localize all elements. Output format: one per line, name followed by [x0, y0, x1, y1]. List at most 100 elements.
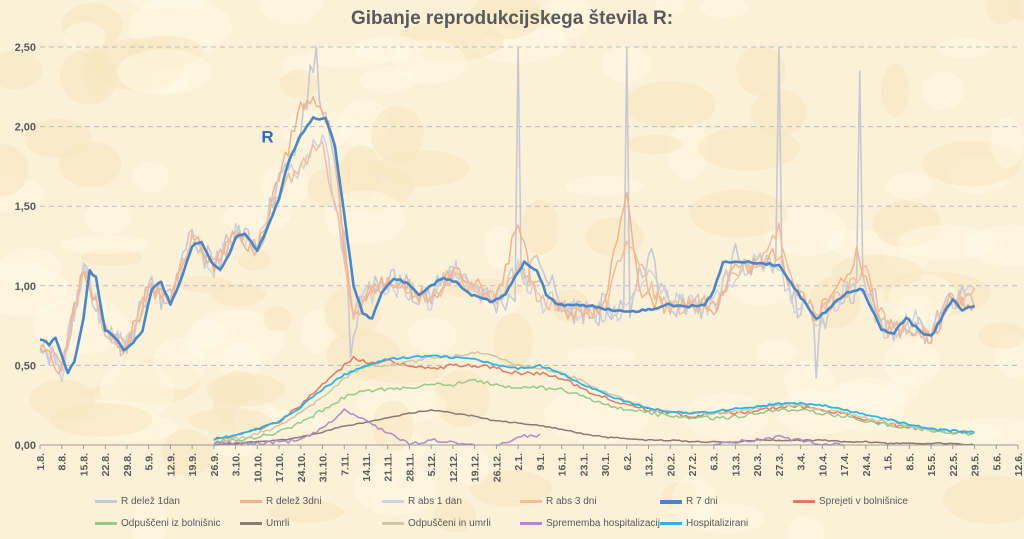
x-tick-label: 24.10.: [296, 453, 308, 482]
legend-swatch: [240, 500, 262, 503]
x-tick-label: 9.1.: [535, 453, 547, 471]
x-tick-label: 19.12.: [470, 453, 482, 482]
legend-label: R abs 1 dan: [408, 496, 462, 507]
series-line-umrli: [213, 409, 975, 446]
x-tick-label: 12.6.: [1013, 453, 1024, 476]
x-tick-label: 24.4.: [861, 453, 873, 476]
x-tick-label: 8.8.: [57, 453, 69, 471]
legend-label: Hospitalizirani: [686, 518, 749, 529]
legend-item: Sprejeti v bolnišnice: [793, 496, 908, 507]
x-tick-label: 20.2.: [665, 453, 677, 476]
gridlines: [40, 46, 1018, 366]
series-line-sprememba-hospitalizacij: [213, 408, 475, 446]
x-tick-label: 3.4.: [796, 453, 808, 471]
chart-title: Gibanje reprodukcijskega števila R:: [350, 8, 674, 29]
x-tick-label: 17.10.: [274, 453, 286, 482]
y-tick-label: 0,50: [15, 360, 36, 372]
series-line-r-7-dni: [39, 116, 976, 375]
y-tick-label: 2,50: [15, 42, 36, 54]
legend-item: R abs 1 dan: [382, 496, 462, 507]
y-tick-label: 1,00: [15, 281, 36, 293]
series-line-r-abs-3-dni: [39, 140, 976, 366]
x-tick-label: 29.5.: [970, 453, 982, 476]
series-line-r-dele-1dan: [39, 46, 976, 379]
x-tick-label: 1.8.: [35, 453, 47, 471]
legend-label: R delež 1dan: [121, 496, 180, 507]
legend-swatch: [520, 500, 542, 503]
y-tick-label: 0,00: [15, 440, 36, 452]
x-tick-label: 27.2.: [687, 453, 699, 476]
y-tick-label: 1,50: [15, 201, 36, 213]
x-tick-label: 21.11.: [383, 453, 395, 482]
series-line-odpu-eni-iz-bolni-nic: [213, 378, 975, 445]
x-tick-label: 22.5.: [948, 453, 960, 476]
legend-label: R abs 3 dni: [546, 496, 597, 507]
x-tick-label: 14.11.: [361, 453, 373, 482]
legend-swatch: [240, 522, 262, 525]
x-tick-label: 10.4.: [817, 453, 829, 476]
legend-label: Odpuščeni in umrli: [408, 518, 491, 529]
x-tick-label: 29.8.: [122, 453, 134, 476]
x-tick-label: 7.11.: [339, 453, 351, 476]
x-tick-label: 15.8.: [78, 453, 90, 476]
legend-item: R delež 3dni: [240, 496, 322, 507]
legend-item: Umrli: [240, 518, 289, 529]
annotation-r: R: [261, 128, 273, 147]
x-tick-label: 8.5.: [904, 453, 916, 471]
x-tick-label: 19.9.: [187, 453, 199, 476]
x-tick-label: 12.9.: [165, 453, 177, 476]
x-tick-label: 5.9.: [144, 453, 156, 471]
x-tick-label: 1.5.: [883, 453, 895, 471]
x-tick-label: 20.3.: [752, 453, 764, 476]
legend-swatch: [520, 522, 542, 525]
legend-item: R delež 1dan: [95, 496, 180, 507]
legend-label: Umrli: [266, 518, 290, 529]
legend-label: R delež 3dni: [266, 496, 322, 507]
x-tick-label: 5.6.: [991, 453, 1003, 471]
x-tick-label: 26.9.: [209, 453, 221, 476]
x-tick-label: 6.2.: [622, 453, 634, 471]
y-tick-label: 2,00: [15, 122, 36, 134]
legend-item: Odpuščeni iz bolnišnic: [95, 518, 221, 529]
x-tick-label: 10.10.: [252, 453, 264, 482]
x-tick-label: 26.12.: [491, 453, 503, 482]
legend-swatch: [95, 500, 117, 503]
legend-label: Sprememba hospitalizacij: [546, 518, 660, 529]
x-tick-label: 27.3.: [774, 453, 786, 476]
series-line-sprejeti-v-bolni-nice: [213, 355, 975, 442]
x-tick-label: 2.1.: [513, 453, 525, 471]
series-line-r-dele-3dni: [39, 96, 976, 375]
x-tick-label: 30.1.: [600, 453, 612, 476]
x-tick-label: 13.2.: [644, 453, 656, 476]
legend-swatch: [793, 500, 815, 503]
x-tick-label: 13.3.: [730, 453, 742, 476]
legend-label: Odpuščeni iz bolnišnic: [121, 518, 221, 529]
legend-label: Sprejeti v bolnišnice: [819, 496, 908, 507]
x-tick-label: 23.1.: [578, 453, 590, 476]
x-tick-label: 5.12.: [426, 453, 438, 476]
series-line-hospitalizirani: [213, 354, 975, 441]
x-tick-label: 3.10.: [231, 453, 243, 476]
series-layer: [39, 46, 976, 446]
legend-item: R 7 dni: [660, 496, 718, 507]
x-tick-label: 31.10.: [318, 453, 330, 482]
legend-swatch: [660, 499, 682, 504]
legend-swatch: [95, 522, 117, 525]
legend-item: Odpuščeni in umrli: [382, 518, 491, 529]
x-tick-label: 12.12.: [448, 453, 460, 482]
series-line-sprememba-hospitalizacij: [496, 433, 541, 446]
x-tick-label: 6.3.: [709, 453, 721, 471]
series-line-r-abs-1-dan: [39, 134, 976, 383]
axes: 0,00 0,50 1,00 1,50 2,00 2,50 1.8. 8.8. 15.8. 22.…: [15, 42, 1024, 482]
legend-item: Hospitalizirani: [660, 518, 748, 529]
series-line-odpu-eni-in-umrli: [213, 351, 975, 444]
x-tick-label: 17.4.: [839, 453, 851, 476]
legend-swatch: [382, 522, 404, 525]
x-tick-label: 15.5.: [926, 453, 938, 476]
x-tick-label: 16.1.: [557, 453, 569, 476]
legend-swatch: [660, 522, 682, 525]
x-tick-label: 22.8.: [100, 453, 112, 476]
